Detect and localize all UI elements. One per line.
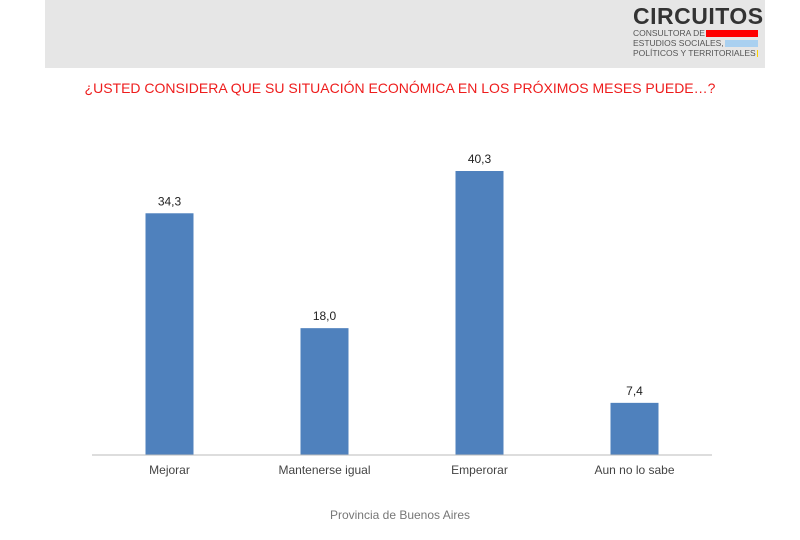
- x-tick-label: Mejorar: [149, 463, 190, 477]
- bar: [610, 402, 659, 455]
- logo: CIRCUITOS CONSULTORA DE ESTUDIOS SOCIALE…: [633, 3, 764, 64]
- bar: [300, 328, 349, 455]
- data-label: 7,4: [626, 384, 643, 398]
- logo-line2: ESTUDIOS SOCIALES,: [633, 38, 724, 48]
- x-tick-label: Emperorar: [451, 463, 508, 477]
- logo-name: CIRCUITOS: [633, 3, 764, 29]
- data-label: 34,3: [158, 194, 182, 208]
- header-band: [45, 0, 765, 68]
- logo-line1: CONSULTORA DE: [633, 28, 705, 38]
- x-tick-label: Mantenerse igual: [278, 463, 370, 477]
- x-tick-label: Aun no lo sabe: [594, 463, 674, 477]
- logo-line3: POLÍTICOS Y TERRITORIALES: [633, 48, 756, 58]
- chart-title: ¿USTED CONSIDERA QUE SU SITUACIÓN ECONÓM…: [84, 80, 716, 96]
- data-label: 18,0: [313, 309, 337, 323]
- data-label: 40,3: [468, 152, 492, 166]
- x-axis-label: Provincia de Buenos Aires: [329, 508, 471, 522]
- bar: [455, 171, 504, 455]
- bar: [145, 213, 194, 455]
